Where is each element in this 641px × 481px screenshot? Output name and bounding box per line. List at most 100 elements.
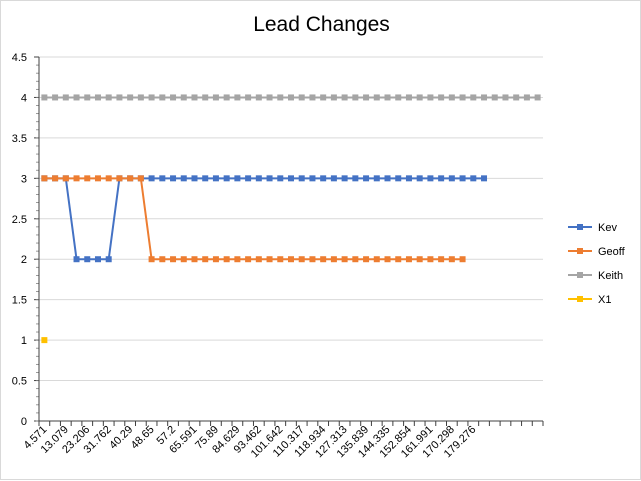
data-point-geoff: [373, 256, 380, 263]
data-point-keith: [438, 94, 445, 101]
legend-swatch-marker: [577, 224, 583, 230]
data-point-kev: [84, 256, 91, 263]
x-tick-label: 40.29: [107, 424, 135, 452]
data-point-keith: [84, 94, 91, 101]
data-point-keith: [202, 94, 209, 101]
data-point-keith: [502, 94, 509, 101]
series-lines: [41, 94, 541, 344]
data-point-kev: [363, 175, 370, 182]
y-tick-label: 1.5: [12, 295, 27, 307]
data-point-keith: [395, 94, 402, 101]
data-point-keith: [459, 94, 466, 101]
data-point-keith: [416, 94, 423, 101]
data-point-geoff: [395, 256, 402, 263]
data-point-keith: [352, 94, 359, 101]
data-point-keith: [470, 94, 477, 101]
y-tick-label: 2.5: [12, 214, 27, 226]
data-point-keith: [212, 94, 219, 101]
data-point-geoff: [41, 175, 48, 182]
data-point-kev: [373, 175, 380, 182]
data-point-geoff: [266, 256, 273, 263]
data-point-geoff: [84, 175, 91, 182]
data-point-geoff: [191, 256, 198, 263]
y-tick-label: 1: [21, 335, 27, 347]
data-point-keith: [363, 94, 370, 101]
data-point-keith: [298, 94, 305, 101]
data-point-kev: [309, 175, 316, 182]
data-point-keith: [255, 94, 262, 101]
data-point-keith: [148, 94, 155, 101]
data-point-keith: [288, 94, 294, 101]
y-tick-label: 4: [21, 92, 27, 104]
data-point-keith: [41, 94, 48, 101]
data-point-kev: [202, 175, 209, 182]
data-point-kev: [212, 175, 219, 182]
data-point-geoff: [384, 256, 391, 263]
data-point-keith: [534, 94, 541, 101]
data-point-geoff: [341, 256, 348, 263]
data-point-keith: [127, 94, 134, 101]
data-point-kev: [352, 175, 359, 182]
data-point-keith: [384, 94, 391, 101]
data-point-keith: [245, 94, 252, 101]
chart-title: Lead Changes: [253, 13, 390, 36]
data-point-keith: [223, 94, 230, 101]
data-point-keith: [137, 94, 144, 101]
data-point-keith: [170, 94, 177, 101]
data-point-keith: [191, 94, 198, 101]
data-point-geoff: [212, 256, 219, 263]
data-point-geoff: [127, 175, 134, 182]
data-point-keith: [94, 94, 101, 101]
data-point-kev: [245, 175, 252, 182]
data-point-geoff: [105, 175, 112, 182]
data-point-geoff: [448, 256, 455, 263]
legend-item-geoff: Geoff: [568, 246, 626, 258]
data-point-keith: [105, 94, 112, 101]
data-point-keith: [159, 94, 166, 101]
data-point-kev: [94, 256, 101, 263]
data-point-geoff: [148, 256, 155, 263]
data-point-geoff: [94, 175, 101, 182]
data-point-keith: [513, 94, 520, 101]
data-point-keith: [427, 94, 434, 101]
data-point-geoff: [363, 256, 370, 263]
data-point-geoff: [416, 256, 423, 263]
data-point-keith: [481, 94, 488, 101]
data-point-kev: [448, 175, 455, 182]
series-line-geoff: [44, 177, 463, 261]
legend-label: Keith: [598, 270, 623, 282]
data-point-kev: [384, 175, 391, 182]
data-point-geoff: [62, 175, 69, 182]
series-x1: [41, 337, 48, 344]
data-point-geoff: [438, 256, 445, 263]
data-point-kev: [191, 175, 198, 182]
data-point-kev: [73, 256, 80, 263]
data-point-geoff: [170, 256, 177, 263]
data-point-geoff: [298, 256, 305, 263]
data-point-kev: [288, 175, 294, 182]
data-point-kev: [255, 175, 262, 182]
data-point-geoff: [330, 256, 337, 263]
data-point-keith: [62, 94, 69, 101]
legend-label: Geoff: [598, 246, 626, 258]
legend-swatch-marker: [577, 248, 583, 254]
data-point-keith: [277, 94, 284, 101]
data-point-keith: [320, 94, 327, 101]
data-point-kev: [481, 175, 488, 182]
data-point-geoff: [255, 256, 262, 263]
data-point-kev: [223, 175, 230, 182]
legend-item-x1: X1: [568, 294, 611, 306]
data-point-geoff: [52, 175, 59, 182]
legend-label: Kev: [598, 222, 617, 234]
data-point-keith: [180, 94, 187, 101]
data-point-kev: [105, 256, 112, 263]
legend-swatch-marker: [577, 296, 583, 302]
data-point-kev: [320, 175, 327, 182]
series-keith: [41, 94, 541, 101]
legend: Kev Geoff Keith X1: [568, 222, 626, 306]
data-point-geoff: [223, 256, 230, 263]
data-point-x1: [41, 337, 48, 344]
data-point-geoff: [137, 175, 144, 182]
data-point-geoff: [288, 256, 294, 263]
